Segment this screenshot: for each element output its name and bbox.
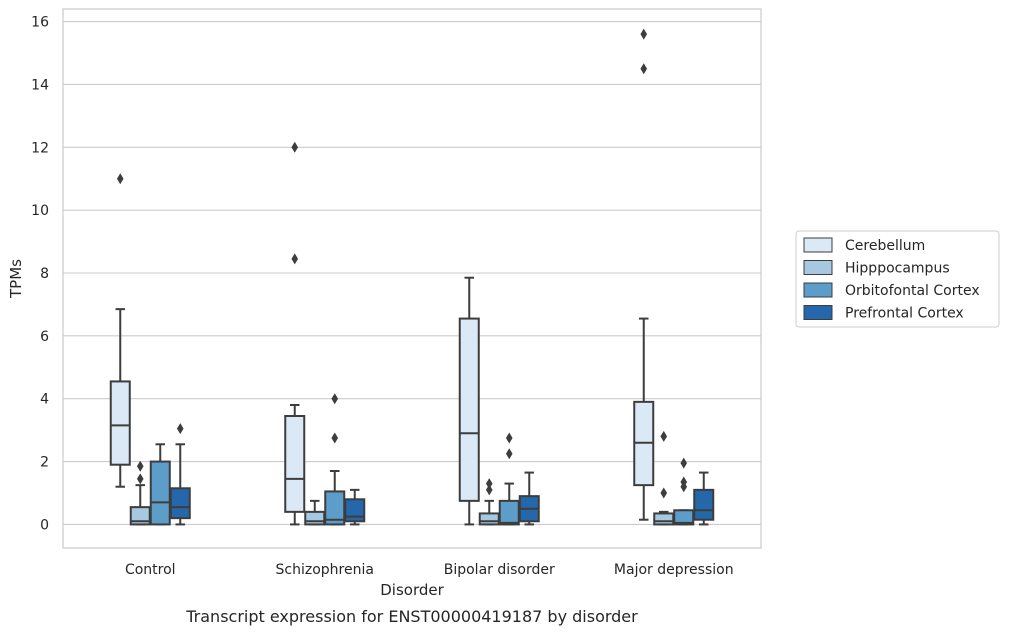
legend-label: Prefrontal Cortex	[845, 306, 964, 322]
outlier-point	[660, 430, 668, 442]
box-iqr	[149, 460, 171, 526]
box-iqr	[458, 317, 480, 502]
box-hipppocampus	[478, 478, 500, 526]
legend-swatch	[803, 305, 833, 320]
outlier-point	[331, 432, 339, 444]
box-orbitofontal-cortex	[673, 457, 695, 526]
x-tick-label: Major depression	[614, 562, 734, 578]
box-hipppocampus	[129, 460, 151, 526]
legend-label: Orbitofontal Cortex	[845, 283, 980, 299]
outlier-point	[176, 423, 184, 435]
box-iqr	[478, 512, 500, 526]
x-tick-label: Bipolar disorder	[444, 562, 555, 578]
outlier-point	[485, 478, 493, 490]
box-prefrontal-cortex	[344, 488, 366, 526]
y-tick-label: 16	[31, 15, 49, 31]
outlier-point	[291, 253, 299, 265]
outlier-point	[331, 393, 339, 405]
x-tick-label: Control	[125, 562, 176, 578]
y-tick-label: 8	[40, 266, 49, 282]
x-tick-label: Schizophrenia	[276, 562, 374, 578]
outlier-point	[640, 63, 648, 75]
legend: Cerebellum Hipppocampus Orbitofontal Corte…	[795, 230, 1000, 328]
outlier-point	[136, 460, 144, 472]
outlier-point	[660, 487, 668, 499]
legend-label: Cerebellum	[845, 238, 925, 254]
boxes	[109, 28, 715, 526]
box-iqr	[109, 380, 131, 466]
outlier-point	[680, 476, 688, 488]
outlier-point	[680, 457, 688, 469]
y-tick-label: 14	[31, 77, 49, 93]
box-iqr	[498, 499, 520, 526]
y-tick-label: 2	[40, 455, 49, 471]
box-prefrontal-cortex	[518, 471, 540, 526]
outlier-point	[136, 473, 144, 485]
box-iqr	[169, 487, 191, 520]
y-tick-label: 4	[40, 392, 49, 408]
box-prefrontal-cortex	[169, 423, 191, 526]
box-cerebellum	[633, 28, 655, 521]
outlier-point	[505, 432, 513, 444]
legend-swatch	[803, 282, 833, 298]
x-tick-labels: Control Schizophrenia Bipolar disorder Majo…	[125, 562, 734, 578]
box-iqr	[304, 510, 326, 526]
x-axis-label: Disorder	[380, 581, 444, 599]
box-orbitofontal-cortex	[498, 432, 520, 526]
y-tick-label: 10	[31, 203, 49, 219]
y-tick-label: 6	[40, 329, 49, 345]
plot-frame	[62, 8, 762, 549]
box-iqr	[344, 498, 366, 523]
y-tick-labels: 0 2 4 6 8 10 12 14 16	[31, 15, 49, 534]
outlier-point	[291, 141, 299, 153]
outlier-point	[485, 484, 493, 496]
box-iqr	[693, 488, 715, 521]
outlier-point	[505, 448, 513, 460]
chart-caption: Transcript expression for ENST0000041918…	[185, 607, 638, 626]
outlier-point	[116, 173, 124, 185]
box-cerebellum	[109, 173, 131, 488]
legend-swatch	[803, 260, 833, 275]
box-iqr	[653, 512, 675, 526]
box-prefrontal-cortex	[693, 471, 715, 526]
outlier-point	[640, 28, 648, 40]
legend-frame	[795, 230, 1000, 328]
y-tick-label: 12	[31, 140, 49, 156]
box-iqr	[284, 415, 306, 513]
y-axis-label: TPMs	[7, 259, 25, 299]
y-tick-label: 0	[40, 517, 49, 533]
box-cerebellum	[284, 141, 306, 526]
box-hipppocampus	[304, 499, 326, 526]
legend-swatch	[803, 237, 833, 253]
legend-label: Hipppocampus	[845, 261, 950, 277]
box-cerebellum	[458, 276, 480, 526]
